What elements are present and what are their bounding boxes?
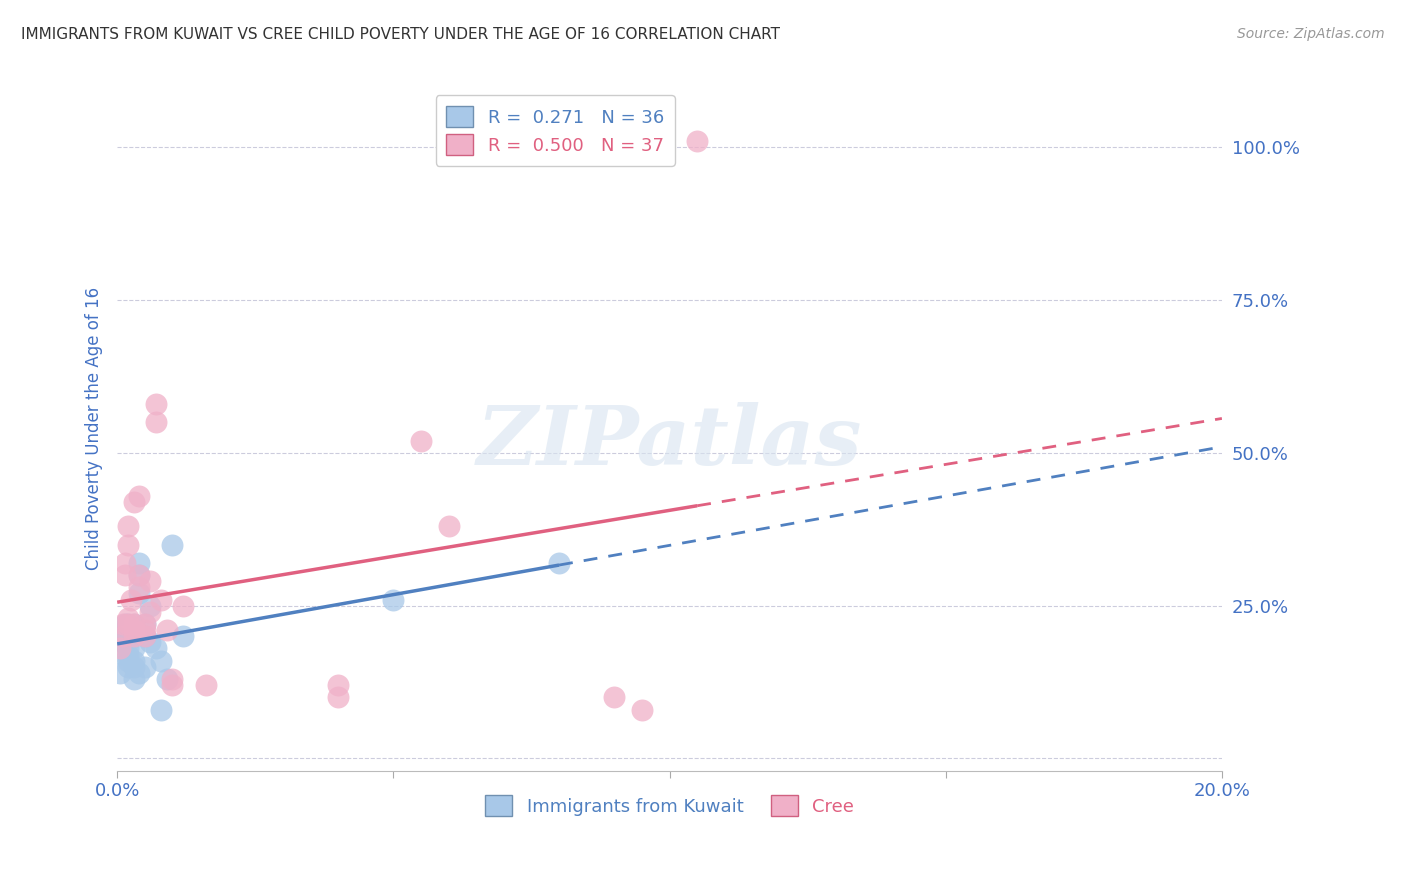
Point bbox=[122, 641, 145, 656]
Point bbox=[156, 623, 179, 637]
Point bbox=[139, 635, 162, 649]
Point bbox=[162, 672, 184, 686]
Point bbox=[128, 556, 150, 570]
Point bbox=[145, 641, 167, 656]
Point bbox=[128, 665, 150, 680]
Point bbox=[172, 629, 194, 643]
Text: IMMIGRANTS FROM KUWAIT VS CREE CHILD POVERTY UNDER THE AGE OF 16 CORRELATION CHA: IMMIGRANTS FROM KUWAIT VS CREE CHILD POV… bbox=[21, 27, 780, 42]
Point bbox=[134, 629, 156, 643]
Point bbox=[145, 416, 167, 430]
Point bbox=[114, 556, 136, 570]
Point bbox=[382, 592, 405, 607]
Point bbox=[139, 605, 162, 619]
Point bbox=[128, 581, 150, 595]
Point bbox=[172, 599, 194, 613]
Point bbox=[122, 654, 145, 668]
Point bbox=[134, 623, 156, 637]
Point bbox=[145, 397, 167, 411]
Legend: Immigrants from Kuwait, Cree: Immigrants from Kuwait, Cree bbox=[478, 788, 860, 823]
Point bbox=[122, 672, 145, 686]
Point bbox=[120, 623, 142, 637]
Point bbox=[111, 629, 134, 643]
Point bbox=[117, 660, 139, 674]
Point bbox=[111, 617, 134, 632]
Point bbox=[128, 586, 150, 600]
Point bbox=[409, 434, 432, 448]
Point bbox=[117, 538, 139, 552]
Point bbox=[139, 574, 162, 589]
Point bbox=[114, 617, 136, 632]
Point bbox=[326, 678, 349, 692]
Point bbox=[162, 678, 184, 692]
Point bbox=[117, 654, 139, 668]
Point bbox=[437, 519, 460, 533]
Point bbox=[114, 648, 136, 662]
Point bbox=[631, 703, 654, 717]
Point bbox=[122, 623, 145, 637]
Point bbox=[117, 617, 139, 632]
Point bbox=[114, 623, 136, 637]
Point bbox=[108, 665, 131, 680]
Point bbox=[122, 629, 145, 643]
Point bbox=[134, 660, 156, 674]
Point bbox=[162, 538, 184, 552]
Point bbox=[128, 489, 150, 503]
Point bbox=[117, 611, 139, 625]
Point bbox=[117, 641, 139, 656]
Point bbox=[150, 592, 173, 607]
Point bbox=[134, 617, 156, 632]
Point bbox=[139, 599, 162, 613]
Point bbox=[122, 617, 145, 632]
Y-axis label: Child Poverty Under the Age of 16: Child Poverty Under the Age of 16 bbox=[86, 287, 103, 570]
Point bbox=[122, 617, 145, 632]
Point bbox=[122, 495, 145, 509]
Text: ZIPatlas: ZIPatlas bbox=[477, 402, 862, 483]
Point bbox=[122, 660, 145, 674]
Point bbox=[603, 690, 626, 705]
Point bbox=[108, 641, 131, 656]
Point bbox=[150, 654, 173, 668]
Point bbox=[194, 678, 217, 692]
Point bbox=[326, 690, 349, 705]
Point bbox=[114, 568, 136, 582]
Point bbox=[128, 568, 150, 582]
Point bbox=[117, 617, 139, 632]
Point bbox=[120, 592, 142, 607]
Point bbox=[117, 519, 139, 533]
Point bbox=[128, 568, 150, 582]
Point bbox=[117, 629, 139, 643]
Point bbox=[122, 629, 145, 643]
Point bbox=[111, 635, 134, 649]
Point bbox=[134, 617, 156, 632]
Point bbox=[156, 672, 179, 686]
Point bbox=[111, 629, 134, 643]
Point bbox=[134, 629, 156, 643]
Point bbox=[117, 648, 139, 662]
Point bbox=[686, 134, 709, 148]
Point bbox=[150, 703, 173, 717]
Text: Source: ZipAtlas.com: Source: ZipAtlas.com bbox=[1237, 27, 1385, 41]
Point bbox=[548, 556, 571, 570]
